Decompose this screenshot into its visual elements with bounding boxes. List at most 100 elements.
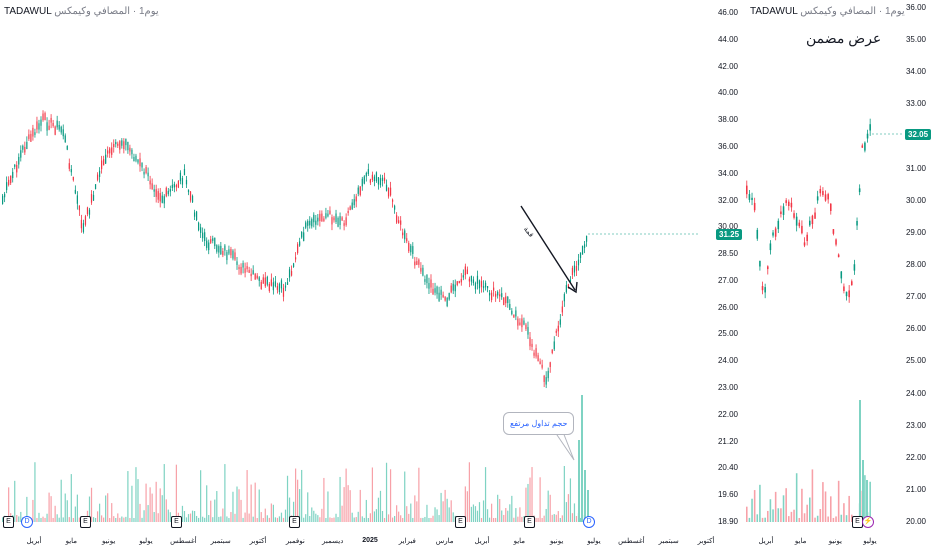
volume-bar (367, 517, 369, 522)
volume-bar (357, 511, 359, 522)
candle-body (458, 280, 460, 284)
candle-body (484, 282, 487, 288)
volume-bar (827, 516, 829, 522)
volume-bar (373, 511, 376, 522)
volume-bar (816, 515, 819, 522)
candle-body (26, 141, 28, 149)
volume-bar (303, 517, 305, 522)
volume-bar (793, 509, 795, 522)
candle-body (355, 196, 357, 202)
volume-bar (266, 515, 268, 522)
candle-body (208, 242, 210, 251)
volume-bar (440, 492, 442, 522)
volume-bar (295, 468, 297, 522)
volume-bar (822, 482, 824, 522)
volume-bar (206, 485, 208, 522)
volume-bar (276, 517, 279, 522)
inline-candlestick-chart[interactable] (742, 0, 932, 550)
volume-bar (472, 504, 475, 522)
candle-body (767, 266, 769, 270)
candlestick-chart[interactable] (0, 0, 742, 550)
volume-bar (2, 517, 4, 522)
candle-body (107, 150, 109, 154)
candle-body (234, 252, 236, 260)
candle-body (329, 210, 331, 215)
volume-bar (210, 500, 212, 522)
price-tick-label: 32.00 (717, 195, 738, 205)
volume-bar (801, 488, 803, 522)
volume-bar (212, 517, 214, 522)
volume-bar (14, 480, 16, 522)
volume-bar (226, 516, 228, 522)
candle-body (436, 286, 438, 295)
time-tick-label: أكتوبر (697, 538, 715, 545)
volume-bar (371, 467, 373, 522)
volume-bar (315, 513, 317, 522)
candle-body (383, 177, 386, 181)
time-tick-label: سبتمبر (658, 538, 679, 545)
volume-bar (252, 516, 254, 522)
volume-bar (230, 512, 232, 522)
candle-body (48, 125, 50, 130)
volume-bar (567, 494, 570, 522)
candle-body (759, 260, 761, 267)
volume-bar (343, 487, 345, 522)
lightning-event-icon[interactable]: ⚡ (862, 516, 874, 528)
candle-body (236, 261, 238, 265)
volume-bar (575, 516, 578, 522)
earnings-event-icon[interactable]: E (3, 516, 14, 528)
volume-bar (18, 516, 20, 522)
volume-bar (46, 513, 48, 522)
volume-bar (159, 488, 161, 522)
volume-bar (450, 500, 452, 522)
candle-body (363, 176, 365, 184)
candle-body (579, 252, 582, 259)
inline-symbol-subtitle: يوم1 · المصافي وكيمكس (800, 6, 905, 17)
candle-body (127, 141, 129, 151)
candle-body (819, 189, 822, 194)
volume-bar (242, 517, 244, 522)
volume-bar (70, 474, 72, 522)
candle-body (573, 265, 576, 273)
inline-chart-pane[interactable]: TADAWUL يوم1 · المصافي وكيمكس عرض مضمن 3… (742, 0, 932, 550)
volume-bar (90, 487, 93, 522)
candle-body (529, 337, 531, 347)
volume-bar (565, 502, 567, 522)
candle-body (78, 205, 80, 211)
price-tick-label: 36.00 (717, 141, 738, 151)
candle-body (748, 194, 751, 200)
earnings-event-icon[interactable]: E (171, 516, 182, 528)
volume-bar (268, 517, 270, 522)
candle-body (109, 148, 111, 154)
price-tick-label: 18.90 (717, 517, 738, 526)
candle-body (495, 293, 497, 297)
candle-body (331, 217, 333, 225)
inline-view-title: عرض مضمن (806, 30, 882, 46)
time-tick-label: يوليو (587, 538, 601, 545)
volume-bar (66, 500, 68, 522)
candle-body (206, 240, 208, 248)
dividend-event-icon[interactable]: D (583, 516, 595, 528)
main-chart-pane[interactable]: TADAWUL يوم1 · المصافي وكيمكس 46.00 44.00… (0, 0, 742, 550)
candle-body (72, 176, 74, 181)
volume-bar (780, 508, 782, 522)
candle-body (835, 239, 837, 245)
candle-body (359, 186, 361, 195)
earnings-event-icon[interactable]: E (524, 516, 535, 528)
earnings-event-icon[interactable]: E (455, 516, 466, 528)
volume-bar (511, 495, 513, 522)
volume-bar (806, 504, 808, 522)
earnings-event-icon[interactable]: E (80, 516, 91, 528)
candle-body (252, 270, 254, 275)
volume-bar (133, 517, 135, 522)
candle-body (575, 266, 578, 271)
candle-body (428, 283, 430, 289)
dividend-event-icon[interactable]: D (21, 516, 33, 528)
candle-body (297, 244, 299, 254)
volume-bar (466, 491, 468, 522)
candle-body (226, 252, 228, 261)
volume-bar (523, 516, 525, 522)
candle-body (343, 223, 345, 226)
earnings-event-icon[interactable]: E (289, 516, 300, 528)
candle-body (80, 219, 83, 229)
